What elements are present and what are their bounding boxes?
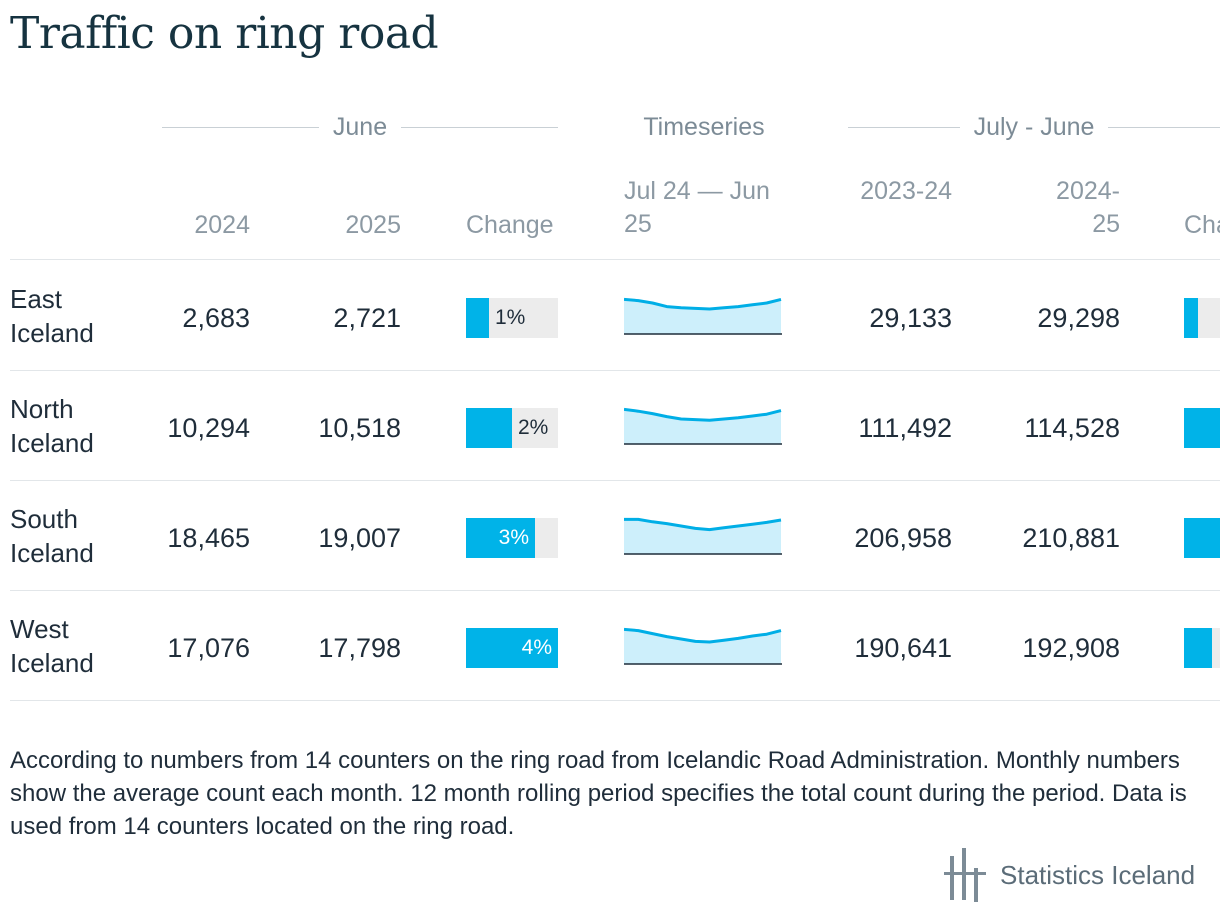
region-label: South Iceland xyxy=(10,504,94,568)
july-june-change-bar-fill xyxy=(1184,628,1212,668)
sparkline-line xyxy=(624,407,782,422)
change-bar-fill xyxy=(466,298,489,338)
group-label-july-june: July - June xyxy=(973,112,1095,141)
change-bar-fill xyxy=(466,628,558,668)
july-june-change-bar xyxy=(1184,628,1220,668)
value-july-june-2023-24: 29,133 xyxy=(869,303,952,333)
value-june-2025: 17,798 xyxy=(318,633,401,663)
logo-text: Statistics Iceland xyxy=(1000,859,1196,890)
change-bar-label: 3% xyxy=(498,526,529,549)
value-july-june-2024-25: 29,298 xyxy=(1037,303,1120,333)
sparkline-line xyxy=(624,627,782,644)
value-july-june-2023-24: 111,492 xyxy=(858,413,952,443)
footnote: According to numbers from 14 counters on… xyxy=(10,747,1187,840)
change-bar: 2% xyxy=(466,408,558,448)
timeseries-sparkline xyxy=(624,627,782,665)
value-june-2024: 17,076 xyxy=(167,633,250,663)
row-divider xyxy=(10,700,1220,701)
divider xyxy=(1108,126,1220,128)
change-bar: 4% xyxy=(466,628,558,668)
july-june-change-bar-fill xyxy=(1184,408,1220,448)
value-june-2024: 18,465 xyxy=(167,523,250,553)
region-label: West Iceland xyxy=(10,614,94,678)
value-june-2025: 19,007 xyxy=(318,523,401,553)
row-divider xyxy=(10,480,1220,481)
change-bar: 1% xyxy=(466,298,558,338)
july-june-change-bar-fill xyxy=(1184,298,1198,338)
change-bar-label: 2% xyxy=(518,416,549,439)
july-june-change-bar xyxy=(1184,518,1220,558)
region-label: North Iceland xyxy=(10,394,94,458)
sparkline-area xyxy=(624,519,781,554)
value-june-2025: 2,721 xyxy=(333,303,401,333)
region-label: East Iceland xyxy=(10,284,94,348)
value-july-june-2023-24: 206,958 xyxy=(854,523,952,553)
group-header-june: June xyxy=(162,112,558,142)
value-july-june-2024-25: 114,528 xyxy=(1024,413,1120,443)
change-bar-fill xyxy=(466,518,535,558)
column-header-july-june-change: Change xyxy=(1184,211,1220,239)
row-divider xyxy=(10,259,1220,260)
divider xyxy=(401,126,558,128)
change-bar-label: 4% xyxy=(521,636,552,659)
value-june-2024: 2,683 xyxy=(182,303,250,333)
group-label-timeseries: Timeseries xyxy=(643,113,765,141)
column-header-june-2025: 2025 xyxy=(345,211,401,239)
logo: Statistics Iceland xyxy=(944,848,1195,902)
row-divider xyxy=(10,590,1220,591)
change-bar-label: 1% xyxy=(495,306,526,329)
value-july-june-2023-24: 190,641 xyxy=(854,633,952,663)
column-header-2024-25: 2024-25 xyxy=(1056,177,1120,238)
change-bar-fill xyxy=(466,408,512,448)
july-june-change-bar xyxy=(1184,408,1220,448)
value-june-2024: 10,294 xyxy=(167,413,250,443)
column-header-timeseries: Jul 24 — Jun 25 xyxy=(624,177,770,238)
column-header-june-change: Change xyxy=(466,211,554,239)
column-header-june-2024: 2024 xyxy=(194,211,250,239)
value-june-2025: 10,518 xyxy=(318,413,401,443)
page-title: Traffic on ring road xyxy=(10,8,439,59)
sparkline-line xyxy=(624,297,782,311)
column-header-2023-24: 2023-24 xyxy=(860,177,952,205)
divider xyxy=(848,126,960,128)
july-june-change-bar xyxy=(1184,298,1220,338)
group-label-june: June xyxy=(332,112,388,141)
july-june-change-bar-fill xyxy=(1184,518,1220,558)
change-bar: 3% xyxy=(466,518,558,558)
sparkline-line xyxy=(624,517,782,532)
value-july-june-2024-25: 192,908 xyxy=(1022,633,1120,663)
sparkline-area xyxy=(624,299,781,334)
value-july-june-2024-25: 210,881 xyxy=(1022,523,1120,553)
group-header-july-june: July - June xyxy=(848,112,1220,142)
divider xyxy=(162,126,319,128)
timeseries-sparkline xyxy=(624,517,782,555)
timeseries-sparkline xyxy=(624,297,782,335)
row-divider xyxy=(10,370,1220,371)
timeseries-sparkline xyxy=(624,407,782,445)
statistics-iceland-logo-icon xyxy=(944,848,986,902)
